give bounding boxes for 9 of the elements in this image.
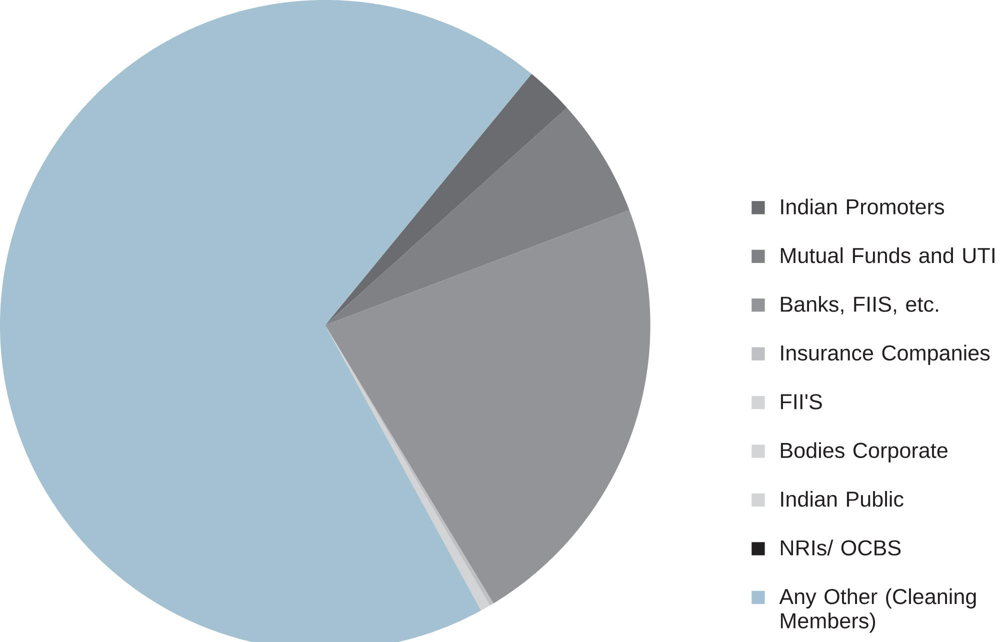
legend-label: NRIs/ OCBS	[780, 540, 901, 556]
legend-label: Mutual Funds and UTI	[780, 247, 994, 264]
legend-label: Insurance Companies	[781, 344, 990, 365]
legend-label: Indian Public	[781, 490, 904, 507]
legend-label: FII'S	[780, 394, 822, 410]
legend-label: Banks, FIIS, etc.	[780, 296, 938, 314]
legend-label: Bodies Corporate	[780, 442, 948, 462]
legend-label: Any Other (Cleaning Members)	[779, 588, 976, 633]
legend-label: Indian Promoters	[781, 198, 944, 214]
